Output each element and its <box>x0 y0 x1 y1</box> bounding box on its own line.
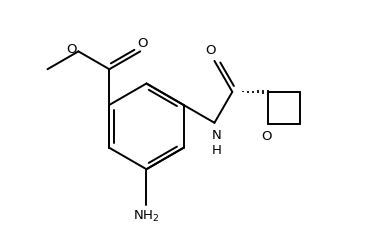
Text: O: O <box>137 37 147 50</box>
Text: O: O <box>261 130 272 144</box>
Text: N
H: N H <box>211 129 221 157</box>
Text: O: O <box>67 43 77 56</box>
Text: O: O <box>206 44 216 57</box>
Text: NH$_2$: NH$_2$ <box>133 209 160 224</box>
